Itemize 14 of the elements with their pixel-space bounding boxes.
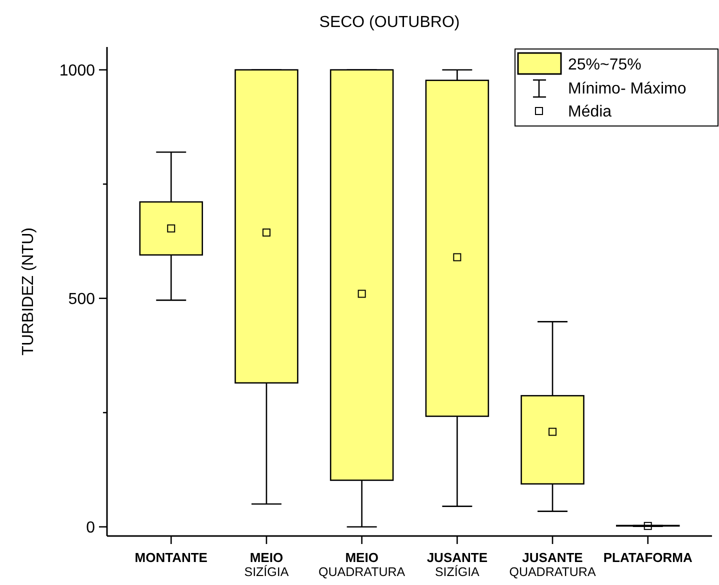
x-tick-label: PLATAFORMA [603,550,694,565]
legend-label: 25%~75% [568,56,642,74]
x-tick-label: MONTANTE [134,550,208,565]
y-axis-title: TURBIDEZ (NTU) [20,228,37,356]
x-tick-label: JUSANTE SIZÍGIA [426,550,488,579]
y-tick-label: 1000 [59,62,96,80]
chart-title: SECO (OUTUBRO) [319,14,460,31]
y-tick-label: 0 [86,519,96,536]
annotation: Média [568,104,612,121]
x-tick-label: JUSANTE QUADRATURA [509,550,596,579]
x-tick-label: MEIO SIZÍGIA [244,550,290,579]
annotation: Mínimo- Máximo [568,80,686,98]
x-tick-label: MEIO QUADRATURA [318,550,406,579]
y-tick-label: 500 [68,290,96,308]
